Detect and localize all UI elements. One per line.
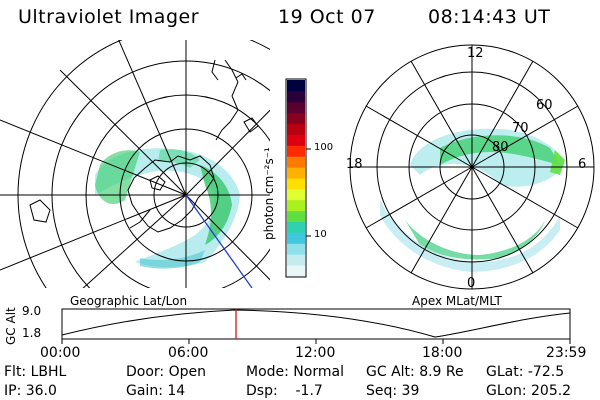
geographic-map: [0, 40, 270, 288]
colorbar-segment: [287, 80, 305, 92]
status-door: Door: Open: [126, 364, 206, 380]
instrument-title: Ultraviolet Imager: [18, 6, 200, 28]
altitude-plot: [61, 308, 571, 344]
coastlines: [29, 59, 259, 233]
colorbar-tick-100: 100: [314, 142, 334, 153]
status-glat: GLat: -72.5: [486, 364, 565, 380]
mlt-label-0: 0: [467, 276, 476, 291]
alt-ytick-low: 1.8: [22, 326, 42, 340]
colorbar-segment: [287, 123, 305, 135]
geo-aurora: [95, 148, 240, 269]
colorbar-segment: [287, 199, 305, 212]
mag-aurora: [380, 128, 565, 272]
alt-ylabel: GC Alt: [4, 307, 18, 345]
colorbar-segment: [287, 90, 305, 103]
apex-map: [349, 44, 595, 290]
mlt-label-6: 6: [578, 157, 587, 172]
alt-xtick-1800: 18:00: [422, 345, 463, 361]
colorbar-segment: [287, 134, 305, 146]
status-ip: IP: 36.0: [4, 383, 57, 399]
status-dsp: Dsp: -1.7: [246, 383, 323, 399]
ground-track: [185, 194, 253, 288]
apex-caption: Apex MLat/MLT: [412, 294, 502, 308]
time-label: 08:14:43 UT: [428, 6, 551, 28]
colorbar-segment: [287, 221, 305, 233]
colorbar-segment: [287, 101, 305, 114]
status-flt: Flt: LBHL: [4, 364, 67, 380]
date-label: 19 Oct 07: [278, 6, 376, 28]
colorbar-segment: [287, 167, 305, 179]
alt-xtick-0000: 00:00: [40, 345, 81, 361]
colorbar-segment: [287, 188, 305, 201]
colorbar-segment: [287, 210, 305, 223]
mlat-label-70: 70: [512, 121, 529, 136]
colorbar-segment: [287, 156, 305, 168]
colorbar-unit: photon cm⁻²s⁻¹: [262, 147, 276, 240]
colorbar-segment: [287, 145, 305, 157]
mlat-label-60: 60: [536, 98, 553, 113]
geographic-caption: Geographic Lat/Lon: [70, 294, 188, 308]
mlat-label-80: 80: [492, 140, 509, 155]
alt-xtick-0600: 06:00: [168, 345, 209, 361]
alt-ytick-high: 9.0: [22, 304, 42, 318]
colorbar-segment: [287, 265, 305, 277]
colorbar-segment: [287, 232, 305, 244]
mlt-label-18: 18: [346, 157, 363, 172]
colorbar-segment: [287, 178, 305, 190]
alt-xtick-1200: 12:00: [295, 345, 336, 361]
mlt-label-12: 12: [467, 46, 484, 61]
status-gc-alt: GC Alt: 8.9 Re: [366, 364, 464, 380]
alt-xtick-2359: 23:59: [546, 345, 587, 361]
status-glon: GLon: 205.2: [486, 383, 572, 399]
status-seq: Seq: 39: [366, 383, 420, 399]
colorbar-segment: [287, 112, 305, 125]
colorbar-segment: [287, 243, 305, 255]
colorbar: [285, 78, 311, 278]
status-mode: Mode: Normal: [246, 364, 344, 380]
colorbar-tick-10: 10: [314, 229, 327, 240]
status-gain: Gain: 14: [126, 383, 186, 399]
colorbar-segment: [287, 254, 305, 266]
